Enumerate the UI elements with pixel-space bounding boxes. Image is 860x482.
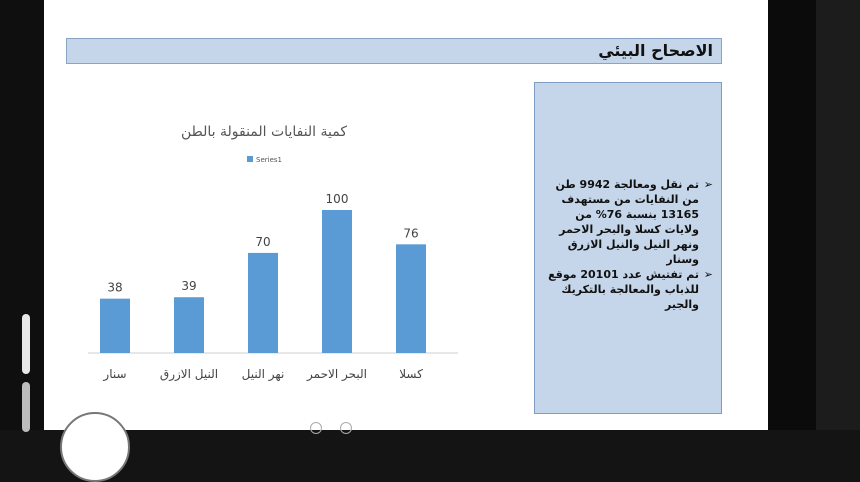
bars-group: 76 كسلا 100 البحر الاحمر 70 نهر النيل 39 النيل …	[100, 192, 426, 382]
bar-data-label: 38	[107, 281, 122, 295]
bar	[100, 298, 130, 353]
bullet-text: تم تفتيش عدد 20101 موقع للذباب والمعالجة…	[548, 268, 699, 311]
bar-data-label: 100	[326, 192, 349, 206]
slide: الاصحاح البيئي كمية النفايات المنقولة با…	[44, 0, 768, 482]
bar-data-label: 76	[403, 226, 418, 240]
record-button[interactable]	[60, 412, 130, 482]
info-box: ➢ تم نقل ومعالجة 9942 طن من النفايات من …	[534, 82, 722, 414]
bullet-item: ➢ تم نقل ومعالجة 9942 طن من النفايات من …	[541, 177, 713, 267]
dot-icon	[340, 422, 352, 434]
chart-title: كمية النفايات المنقولة بالطن	[181, 124, 347, 140]
bar	[174, 297, 204, 353]
legend-swatch	[247, 156, 253, 162]
chevron-right-icon: ➢	[703, 178, 713, 191]
scroll-handle[interactable]	[22, 314, 30, 374]
bar-data-label: 39	[181, 279, 196, 293]
dot-icon	[310, 422, 322, 434]
legend-label: Series1	[256, 156, 282, 164]
bar-data-label: 70	[255, 235, 270, 249]
slide-title: الاصحاح البيئي	[598, 41, 713, 60]
right-side-strip	[816, 0, 860, 430]
category-label: سنار	[102, 367, 126, 382]
bar	[248, 252, 278, 353]
category-label: نهر النيل	[242, 367, 285, 382]
chevron-right-icon: ➢	[703, 268, 713, 281]
title-bar: الاصحاح البيئي	[66, 38, 722, 64]
bullet-item: ➢ تم تفتيش عدد 20101 موقع للذباب والمعال…	[541, 267, 713, 312]
bar	[322, 210, 352, 353]
bar	[396, 244, 426, 353]
category-label: النيل الازرق	[160, 367, 218, 382]
bar-chart: كمية النفايات المنقولة بالطن Series1 76 ك…	[88, 124, 458, 382]
scroll-track[interactable]	[22, 382, 30, 432]
bullet-list: ➢ تم نقل ومعالجة 9942 طن من النفايات من …	[541, 177, 713, 312]
category-label: البحر الاحمر	[306, 367, 367, 382]
bullet-text: تم نقل ومعالجة 9942 طن من النفايات من مس…	[555, 178, 699, 266]
category-label: كسلا	[399, 367, 423, 381]
